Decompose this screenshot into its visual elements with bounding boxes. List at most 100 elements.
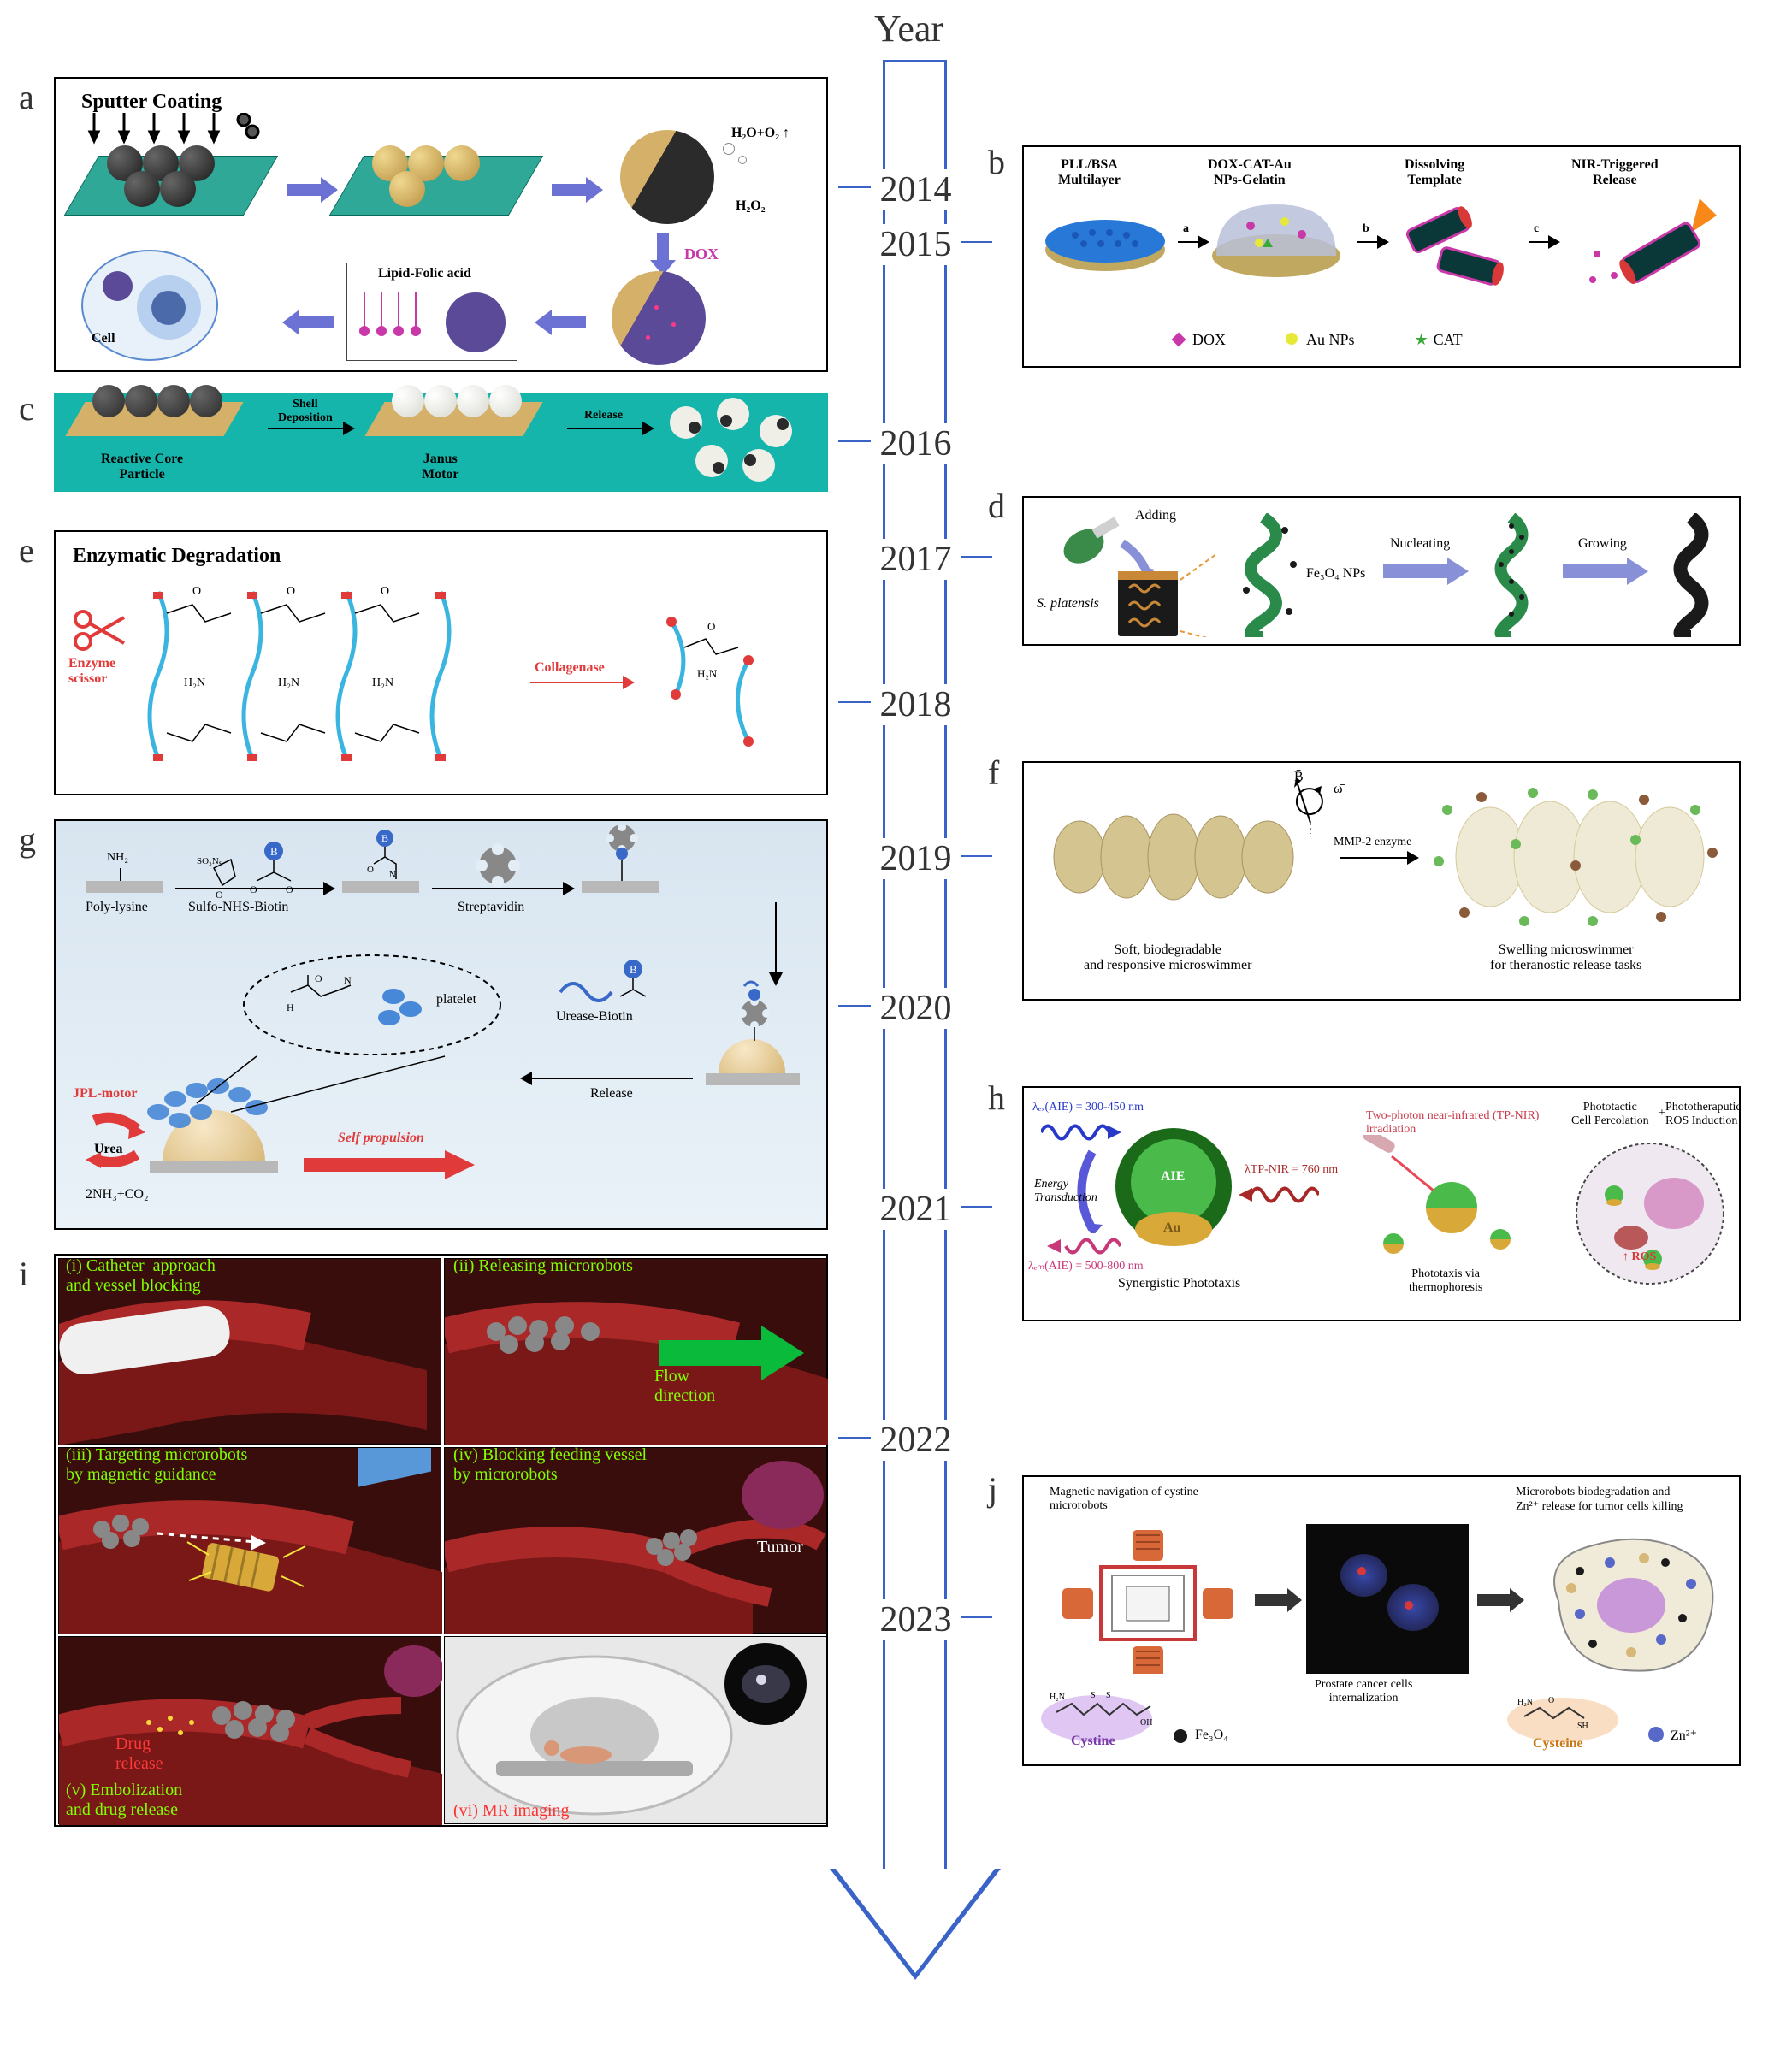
sulfo-struct: B OO SO₃NaO xyxy=(197,838,308,902)
nav-label: Magnetic navigation of cystine microrobo… xyxy=(1050,1486,1198,1513)
synergistic-label: Synergistic Phototaxis xyxy=(1118,1276,1240,1291)
svg-text:H₂N: H₂N xyxy=(1517,1698,1533,1707)
shell-label: Shell Deposition xyxy=(278,398,333,425)
i3-label: (iii) Targeting microrobots by magnetic … xyxy=(66,1445,247,1485)
fe3o4-label: Fe₃O₄ xyxy=(1195,1728,1228,1743)
svg-text:S: S xyxy=(1091,1691,1096,1700)
urea-label: Urea xyxy=(94,1142,122,1157)
nps-label: Fe₃O₄ NPs xyxy=(1306,566,1365,582)
panel-b: PLL/BSA Multilayer DOX-CAT-Au NPs-Gelati… xyxy=(1022,145,1741,368)
i-sub-2 xyxy=(444,1258,827,1445)
internal-label: Prostate cancer cells internalization xyxy=(1315,1678,1412,1705)
flow-label: Flow direction xyxy=(654,1367,715,1406)
year-2021: 2021 xyxy=(871,1189,961,1230)
hemi-4 xyxy=(719,1039,785,1073)
cysteine-struct: H₂NSHO xyxy=(1516,1691,1618,1732)
panel-d-label: d xyxy=(988,486,1005,526)
nir-tube xyxy=(1571,194,1725,297)
mmp2-label: MMP-2 enzyme xyxy=(1334,836,1411,849)
fragments: OH₂N xyxy=(646,613,817,759)
tumor-label: Tumor xyxy=(757,1538,803,1557)
urease-struct: B xyxy=(552,954,663,1005)
red-wave-in xyxy=(1238,1178,1319,1212)
panel-f-label: f xyxy=(988,753,999,793)
full-assembly xyxy=(731,979,778,1043)
svg-text:O: O xyxy=(216,889,223,901)
phototaxis-label: Phototaxis via thermophoresis xyxy=(1409,1267,1482,1295)
organism-label: S. platensis xyxy=(1037,596,1099,612)
svg-text:H₂N: H₂N xyxy=(278,677,299,689)
panel-c: Reactive Core Particle Shell Deposition … xyxy=(54,393,828,492)
year-2018: 2018 xyxy=(871,684,961,725)
panel-e-label: e xyxy=(19,530,34,570)
tpnir-label: Two-photon near-infrared (TP-NIR) irradi… xyxy=(1366,1109,1539,1137)
year-2020: 2020 xyxy=(871,988,961,1029)
svg-text:O: O xyxy=(287,585,295,598)
i6-label: (vi) MR imaging xyxy=(453,1801,570,1821)
sputter-title: Sputter Coating xyxy=(81,91,222,114)
svg-text:H₂N: H₂N xyxy=(184,677,205,689)
nh2-label: NH₂ xyxy=(107,851,128,865)
biodeg-label: Microrobots biodegradation and Zn²⁺ rele… xyxy=(1516,1486,1683,1514)
magnetic-setup xyxy=(1054,1520,1242,1674)
swelling-swimmer xyxy=(1422,784,1730,934)
w-label: ω̄ xyxy=(1334,782,1343,797)
energy-label: Energy Transduction xyxy=(1034,1178,1097,1205)
streptavidin-icon xyxy=(475,842,522,889)
nucleating-arrow xyxy=(1383,558,1469,585)
legend-dox: DOX xyxy=(1192,331,1226,348)
svg-text:SH: SH xyxy=(1577,1722,1588,1731)
jpl-label: JPL-motor xyxy=(73,1086,138,1102)
panel-g: NH₂ Poly-lysine B OO SO₃NaO Sulfo-NHS-Bi… xyxy=(54,819,828,1230)
right-caption: Swelling microswimmer for theranostic re… xyxy=(1490,942,1641,973)
panel-b-label: b xyxy=(988,142,1005,182)
dox-label: DOX xyxy=(684,245,719,263)
panel-d: Adding S. platensis Fe₃O₄ NPs Nucleating… xyxy=(1022,496,1741,646)
cystine-label: Cystine xyxy=(1071,1734,1115,1749)
helix-dark xyxy=(1665,513,1725,637)
svg-text:O: O xyxy=(367,865,374,875)
arrow xyxy=(268,428,345,429)
dox-arrow-icon xyxy=(650,233,676,275)
janus-mid-s2 xyxy=(1490,1229,1511,1250)
panel-i: (i) Catheter approach and vessel blockin… xyxy=(54,1254,828,1827)
gelatin-dome xyxy=(1208,192,1345,286)
panel-g-label: g xyxy=(19,819,36,860)
biotin-attached: B ON xyxy=(355,830,415,883)
products-g-label: 2NH₃+CO₂ xyxy=(86,1187,149,1202)
strep-attached xyxy=(599,825,646,885)
svg-text:OH: OH xyxy=(1140,1718,1152,1728)
connector-lines xyxy=(188,1052,488,1120)
au-label: Au xyxy=(1163,1220,1180,1236)
arrow-icon xyxy=(287,177,338,203)
arrow-j2 xyxy=(1477,1588,1524,1612)
arrow xyxy=(175,888,325,889)
i-sub-6 xyxy=(444,1636,827,1824)
panel-j-label: j xyxy=(988,1469,997,1510)
ros-ind-label2: Phototheraputic ROS Induction xyxy=(1665,1101,1742,1128)
panel-i-label: i xyxy=(19,1254,28,1294)
arrow-j1 xyxy=(1255,1588,1302,1612)
arrow-icon xyxy=(282,310,334,335)
self-prop-label: Self propulsion xyxy=(338,1131,424,1146)
multilayer-disc xyxy=(1041,203,1169,280)
nucleating-label: Nucleating xyxy=(1390,536,1450,552)
helix-dotted xyxy=(1486,513,1546,637)
year-2017: 2017 xyxy=(871,539,961,580)
year-2023: 2023 xyxy=(871,1599,961,1640)
helix-swimmer xyxy=(1045,801,1310,913)
bubble-icon xyxy=(723,143,735,155)
step-a: a xyxy=(1183,222,1189,236)
cell-label: Cell xyxy=(92,331,115,346)
timeline-title: Year xyxy=(874,7,943,50)
svg-text:O: O xyxy=(192,585,201,598)
panel-f: B̄ ω̄ MMP-2 enzyme Soft, biodegradable a… xyxy=(1022,761,1741,1001)
svg-text:H₂N: H₂N xyxy=(697,667,718,680)
arrow-icon xyxy=(552,177,603,203)
i2-label: (ii) Releasing microrobots xyxy=(453,1256,633,1276)
svg-text:SO₃Na: SO₃Na xyxy=(197,856,223,866)
svg-text:O: O xyxy=(286,883,293,895)
i4-label: (iv) Blocking feeding vessel by microrob… xyxy=(453,1445,647,1485)
fe3o4-dot xyxy=(1174,1729,1187,1743)
panel-e: Enzymatic Degradation Enzyme scissor H₂N… xyxy=(54,530,828,795)
